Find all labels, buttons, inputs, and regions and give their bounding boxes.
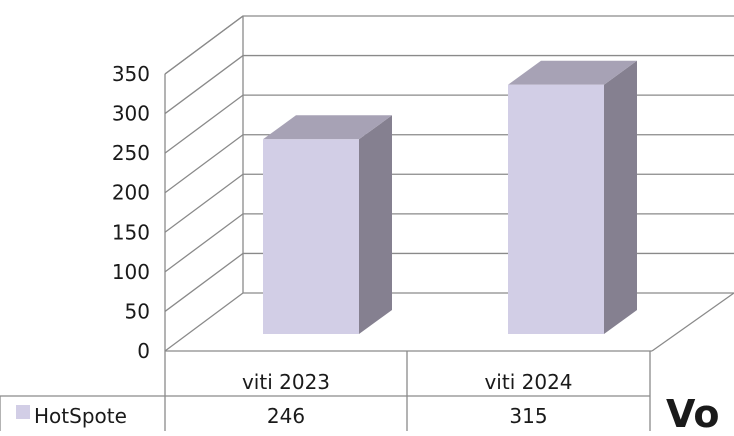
- gridline-150: [164, 173, 734, 233]
- floor-right-edge: [651, 292, 734, 352]
- y-tick-labels: 0 50 100 150 200 250 300 350: [112, 62, 150, 363]
- gridline-350: [164, 15, 734, 75]
- y-tick-label-200: 200: [112, 181, 150, 205]
- bar-top-1: [508, 60, 637, 85]
- data-cell-0: 246: [267, 404, 305, 428]
- gridline-300: [164, 54, 734, 115]
- y-tick-label-150: 150: [112, 220, 150, 244]
- bar-top-0: [263, 115, 392, 140]
- y-tick-label-100: 100: [112, 260, 150, 284]
- y-tick-label-50: 50: [125, 299, 150, 323]
- y-tick-label-0: 0: [137, 339, 150, 363]
- bars: [263, 60, 637, 335]
- bar-0: [263, 139, 359, 334]
- gridline-50: [164, 252, 734, 312]
- floor-left-edge: [164, 292, 244, 352]
- y-tick-label-350: 350: [112, 62, 150, 86]
- y-tick-label-250: 250: [112, 141, 150, 165]
- wall-top-edge: [164, 15, 244, 75]
- gridlines: [164, 15, 734, 312]
- bar-side-0: [359, 115, 392, 335]
- bar-side-1: [604, 60, 637, 334]
- gridline-250: [164, 94, 734, 154]
- gridline-100: [164, 213, 734, 273]
- bar-1: [508, 84, 604, 334]
- y-tick-label-300: 300: [112, 102, 150, 126]
- gridline-200: [164, 134, 734, 194]
- legend-series-name: HotSpote: [34, 404, 127, 428]
- cut-off-heading: Vo: [666, 392, 720, 436]
- data-table: viti 2023 246 viti 2024 315 HotSpote: [0, 351, 651, 431]
- axes: [164, 15, 734, 352]
- legend-key-swatch: [16, 405, 30, 419]
- x-category-label-0: viti 2023: [242, 370, 330, 394]
- x-category-label-1: viti 2024: [484, 370, 572, 394]
- data-cell-1: 315: [509, 404, 547, 428]
